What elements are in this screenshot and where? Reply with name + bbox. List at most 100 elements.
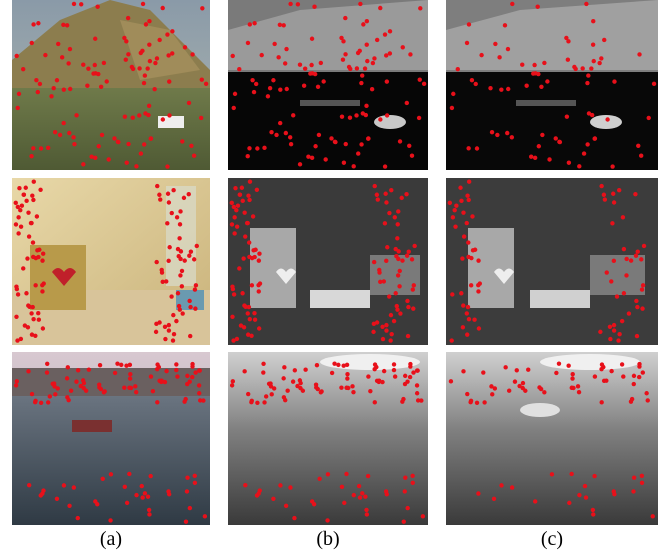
keypoint: [165, 221, 169, 225]
keypoint: [178, 209, 182, 213]
keypoint: [242, 303, 246, 307]
keypoint: [197, 383, 201, 387]
keypoint: [178, 257, 182, 261]
keypoint: [270, 392, 274, 396]
keypoint: [230, 222, 234, 226]
keypoint: [364, 508, 368, 512]
keypoint: [190, 364, 194, 368]
keypoint: [407, 249, 411, 253]
keypoint: [329, 136, 333, 140]
keypoint: [490, 130, 494, 134]
keypoint: [38, 188, 42, 192]
keypoint: [310, 156, 314, 160]
keypoint: [392, 319, 396, 323]
keypoint: [384, 53, 388, 57]
keypoint: [65, 376, 69, 380]
keypoint: [466, 305, 470, 309]
keypoint: [193, 306, 197, 310]
keypoint: [58, 133, 62, 137]
keypoint: [68, 47, 72, 51]
keypoint: [352, 164, 356, 168]
keypoint: [358, 49, 362, 53]
keypoint: [128, 376, 132, 380]
keypoint: [384, 200, 388, 204]
keypoint: [567, 161, 571, 165]
keypoint: [602, 38, 606, 42]
keypoint: [627, 311, 631, 315]
keypoint: [112, 136, 116, 140]
keypoint: [403, 382, 407, 386]
keypoint: [102, 390, 106, 394]
keypoint: [529, 155, 533, 159]
keypoint: [21, 67, 25, 71]
keypoint: [269, 130, 273, 134]
keypoint: [593, 136, 597, 140]
keypoint: [116, 140, 120, 144]
keypoint: [18, 208, 22, 212]
keypoint: [397, 284, 401, 288]
keypoint: [503, 23, 507, 27]
keypoint: [476, 491, 480, 495]
keypoint: [405, 506, 409, 510]
keypoint: [89, 155, 93, 159]
keypoint: [465, 311, 469, 315]
keypoint: [291, 379, 295, 383]
keypoint: [577, 390, 581, 394]
keypoint: [400, 399, 404, 403]
keypoint: [147, 19, 151, 23]
keypoint: [639, 257, 643, 261]
keypoint: [467, 179, 471, 183]
keypoint: [230, 383, 234, 387]
keypoint: [167, 245, 171, 249]
keypoint: [250, 283, 254, 287]
keypoint: [319, 390, 323, 394]
keypoint: [315, 363, 319, 367]
keypoint: [465, 392, 469, 396]
keypoint: [66, 61, 70, 65]
keypoint: [36, 21, 40, 25]
keypoint: [366, 136, 370, 140]
keypoint: [395, 236, 399, 240]
keypoint: [450, 106, 454, 110]
keypoint: [591, 42, 595, 46]
keypoint: [333, 140, 337, 144]
keypoint: [26, 210, 30, 214]
keypoint: [33, 334, 37, 338]
keypoint: [533, 156, 537, 160]
keypoint: [387, 211, 391, 215]
keypoint: [332, 361, 336, 365]
keypoint: [60, 55, 64, 59]
keypoint: [48, 394, 52, 398]
keypoint: [95, 5, 99, 9]
keypoint: [165, 32, 169, 36]
keypoint: [178, 273, 182, 277]
keypoint: [278, 87, 282, 91]
keypoint: [282, 365, 286, 369]
keypoint: [65, 395, 69, 399]
keypoint: [146, 494, 150, 498]
keypoint: [71, 135, 75, 139]
keypoint: [128, 372, 132, 376]
keypoint: [542, 61, 546, 65]
keypoint: [412, 283, 416, 287]
keypoint: [231, 287, 235, 291]
keypoint: [17, 92, 21, 96]
keypoint: [566, 364, 570, 368]
keypoint: [521, 381, 525, 385]
keypoint: [147, 508, 151, 512]
keypoint: [167, 492, 171, 496]
keypoint: [451, 92, 455, 96]
keypoint: [313, 144, 317, 148]
keypoint: [526, 368, 530, 372]
keypoint: [247, 198, 251, 202]
keypoint: [43, 53, 47, 57]
keypoint: [81, 378, 85, 382]
keypoint: [407, 144, 411, 148]
keypoint: [190, 375, 194, 379]
keypoint: [232, 231, 236, 235]
keypoint: [506, 47, 510, 51]
keypoint: [108, 518, 112, 522]
keypoint: [323, 157, 327, 161]
keypoint: [583, 484, 587, 488]
keypoint: [163, 380, 167, 384]
